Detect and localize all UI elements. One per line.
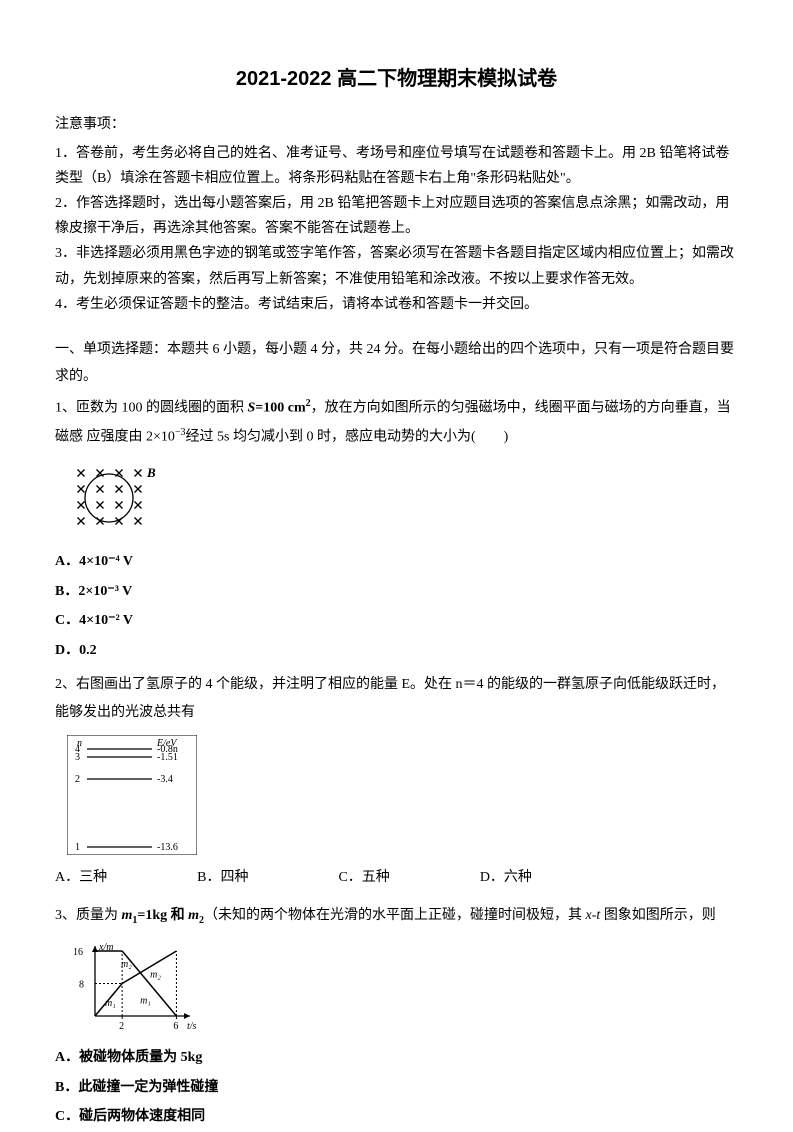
svg-text:16: 16 bbox=[73, 947, 83, 958]
q1-text-1: 1、匝数为 100 的圆线圈的面积 bbox=[55, 401, 248, 416]
energy-level-icon: nE/eV4-0.8n3-1.512-3.41-13.6 bbox=[67, 735, 197, 855]
svg-text:B: B bbox=[146, 465, 156, 480]
q2-option-d: D．六种 bbox=[480, 865, 532, 892]
question-3: 3、质量为 m1=1kg 和 m2（未知的两个物体在光滑的水平面上正碰，碰撞时间… bbox=[55, 902, 738, 931]
q3-text-2: =1kg 和 bbox=[137, 908, 188, 923]
q3-text-3: （未知的两个物体在光滑的水平面上正碰，碰撞时间极短，其 bbox=[204, 908, 586, 923]
svg-text:m₂: m₂ bbox=[150, 970, 161, 981]
q2-options: A．三种 B．四种 C．五种 D．六种 bbox=[55, 865, 738, 892]
question-2: 2、右图画出了氢原子的 4 个能级，并注明了相应的能量 E。处在 n＝4 的能级… bbox=[55, 671, 738, 727]
q1-diagram: B bbox=[67, 459, 738, 537]
svg-text:m₂: m₂ bbox=[121, 959, 132, 970]
magnetic-field-icon: B bbox=[67, 459, 167, 537]
section-1-header: 一、单项选择题：本题共 6 小题，每小题 4 分，共 24 分。在每小题给出的四… bbox=[55, 337, 738, 390]
svg-text:8: 8 bbox=[79, 980, 84, 991]
svg-text:3: 3 bbox=[75, 752, 80, 763]
svg-text:1: 1 bbox=[75, 842, 80, 853]
svg-text:-1.51: -1.51 bbox=[157, 752, 178, 763]
q2-diagram: nE/eV4-0.8n3-1.512-3.41-13.6 bbox=[67, 735, 738, 855]
q1-text-5: 经过 5s 均匀减小到 0 时，感应电动势的大小为( ) bbox=[186, 429, 509, 444]
q3-diagram: 16826x/mt/sm₁m₂m₂m₁ bbox=[67, 938, 738, 1033]
q3-text-1: 3、质量为 bbox=[55, 908, 122, 923]
instruction-4: 4．考生必须保证答题卡的整洁。考试结束后，请将本试卷和答题卡一并交回。 bbox=[55, 292, 738, 317]
q2-option-b: B．四种 bbox=[197, 865, 248, 892]
q1-option-b: B．2×10⁻³ V bbox=[55, 577, 738, 606]
q2-option-c: C．五种 bbox=[338, 865, 389, 892]
xt-graph-icon: 16826x/mt/sm₁m₂m₂m₁ bbox=[67, 938, 207, 1033]
svg-text:m₁: m₁ bbox=[140, 996, 151, 1007]
q3-option-a: A．被碰物体质量为 5kg bbox=[55, 1043, 738, 1072]
q1-option-a: A．4×10⁻⁴ V bbox=[55, 547, 738, 576]
instruction-3: 3．非选择题必须用黑色字迹的钢笔或签字笔作答，答案必须写在答题卡各题目指定区域内… bbox=[55, 241, 738, 291]
svg-text:-13.6: -13.6 bbox=[157, 842, 178, 853]
instruction-2: 2．作答选择题时，选出每小题答案后，用 2B 铅笔把答题卡上对应题目选项的答案信… bbox=[55, 191, 738, 241]
q1-sup-neg3: −3 bbox=[175, 427, 186, 438]
svg-text:-3.4: -3.4 bbox=[157, 774, 173, 785]
svg-text:2: 2 bbox=[75, 774, 80, 785]
q3-options: A．被碰物体质量为 5kg B．此碰撞一定为弹性碰撞 C．碰后两物体速度相同 bbox=[55, 1043, 738, 1131]
q3-option-c: C．碰后两物体速度相同 bbox=[55, 1102, 738, 1131]
q3-option-b: B．此碰撞一定为弹性碰撞 bbox=[55, 1073, 738, 1102]
q1-options: A．4×10⁻⁴ V B．2×10⁻³ V C．4×10⁻² V D．0.2 bbox=[55, 547, 738, 665]
q2-text: 2、右图画出了氢原子的 4 个能级，并注明了相应的能量 E。处在 n＝4 的能级… bbox=[55, 677, 725, 720]
q1-text-2: =100 cm bbox=[255, 401, 305, 416]
instruction-1: 1．答卷前，考生务必将自己的姓名、准考证号、考场号和座位号填写在试题卷和答题卡上… bbox=[55, 141, 738, 191]
q1-option-c: C．4×10⁻² V bbox=[55, 606, 738, 635]
svg-text:m₁: m₁ bbox=[105, 998, 116, 1009]
q3-var-m2: m bbox=[188, 908, 199, 923]
svg-text:6: 6 bbox=[173, 1021, 178, 1032]
svg-text:t/s: t/s bbox=[187, 1021, 197, 1032]
q3-var-m1: m bbox=[122, 908, 133, 923]
q3-text-4: 图象如图所示，则 bbox=[600, 908, 716, 923]
q1-text-4: 应强度由 2×10 bbox=[87, 429, 175, 444]
q3-var-xt: x-t bbox=[586, 908, 601, 923]
question-1: 1、匝数为 100 的圆线圈的面积 S=100 cm2，放在方向如图所示的匀强磁… bbox=[55, 394, 738, 451]
q1-option-d: D．0.2 bbox=[55, 636, 738, 665]
svg-text:2: 2 bbox=[119, 1021, 124, 1032]
instructions-header: 注意事项： bbox=[55, 112, 738, 139]
q2-option-a: A．三种 bbox=[55, 865, 107, 892]
page-title: 2021-2022 高二下物理期末模拟试卷 bbox=[55, 60, 738, 98]
